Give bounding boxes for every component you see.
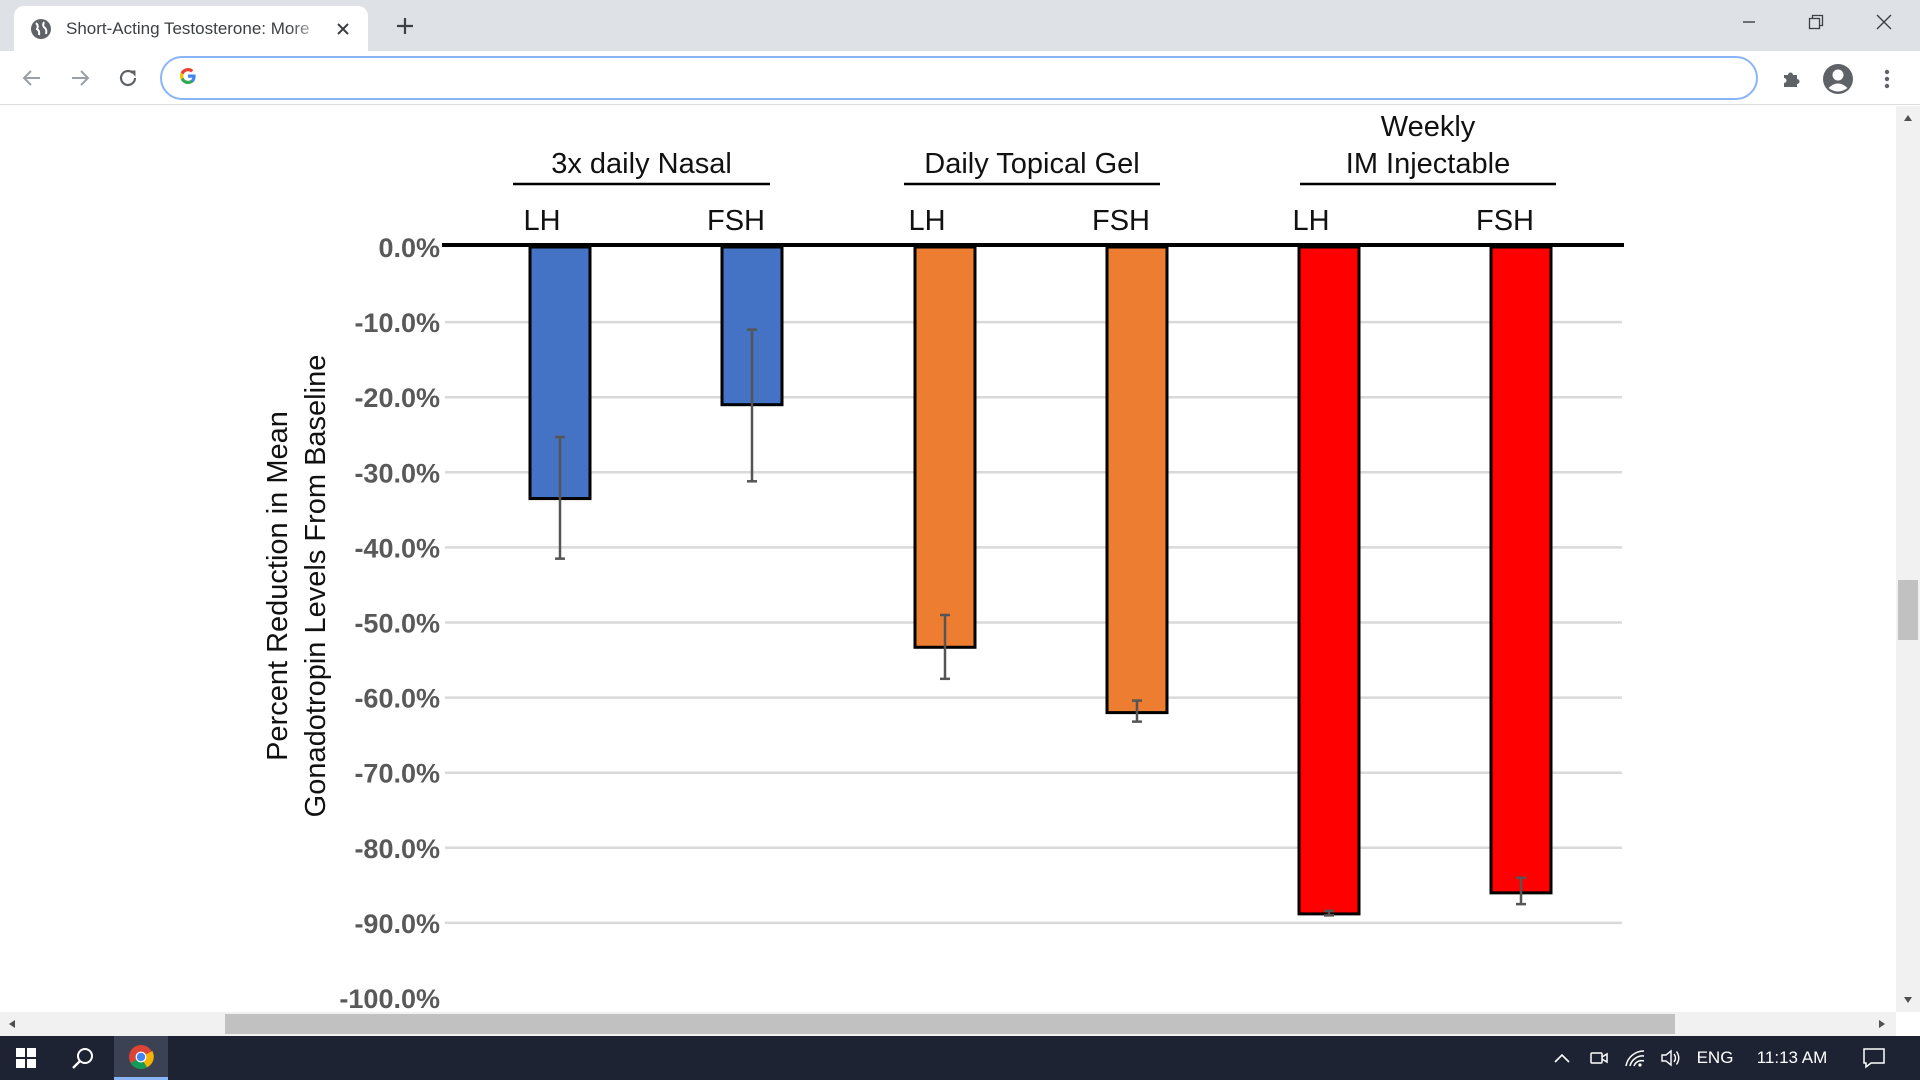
chart-labels: 0.0% -10.0% -20.0% -30.0% -40.0% -50.0% -60.0%… <box>262 111 1556 1012</box>
clock[interactable]: 11:13 AM <box>1756 1048 1828 1067</box>
group-label: IM Injectable <box>1346 148 1510 180</box>
tab-strip: Short-Acting Testosterone: More <box>0 0 1920 51</box>
scroll-left-icon[interactable] <box>2 1014 22 1034</box>
scroll-right-icon[interactable] <box>1872 1014 1892 1034</box>
group-label: Daily Topical Gel <box>924 148 1139 180</box>
y-tick-label: -60.0% <box>354 684 440 714</box>
y-tick-label: -100.0% <box>339 984 440 1012</box>
close-window-icon[interactable] <box>1851 0 1917 44</box>
volume-icon[interactable] <box>1656 1036 1686 1080</box>
y-tick-label: -90.0% <box>354 909 440 939</box>
chrome-taskbar-icon[interactable] <box>114 1036 168 1080</box>
new-tab-icon[interactable] <box>390 11 420 41</box>
category-label: LH <box>1292 205 1329 237</box>
error-bars <box>555 328 1526 917</box>
extensions-icon[interactable] <box>1774 62 1808 96</box>
vertical-scroll-thumb[interactable] <box>1898 580 1918 640</box>
close-tab-icon[interactable] <box>332 18 354 40</box>
category-label: LH <box>908 205 945 237</box>
restore-icon[interactable] <box>1783 0 1849 44</box>
windows-start-icon[interactable] <box>0 1036 52 1080</box>
horizontal-scroll-thumb[interactable] <box>225 1014 1675 1034</box>
group-label: Weekly <box>1381 111 1476 143</box>
bar <box>913 245 977 649</box>
wifi-icon[interactable] <box>1620 1036 1650 1080</box>
y-tick-label: -70.0% <box>354 759 440 789</box>
y-axis-title-line2: Gonadotropin Levels From Baseline <box>300 355 332 818</box>
group-label: 3x daily Nasal <box>551 148 732 180</box>
y-tick-label: -10.0% <box>354 308 440 338</box>
category-label: FSH <box>707 205 765 237</box>
reload-icon[interactable] <box>112 62 144 94</box>
search-icon[interactable] <box>58 1036 108 1080</box>
address-input[interactable] <box>208 60 1756 96</box>
category-label: LH <box>523 205 560 237</box>
language-indicator[interactable]: ENG <box>1696 1048 1734 1067</box>
forward-arrow-icon[interactable] <box>64 62 96 94</box>
meet-now-icon[interactable] <box>1584 1036 1614 1080</box>
chevron-up-icon[interactable] <box>1548 1036 1576 1080</box>
scroll-up-icon[interactable] <box>1898 108 1918 128</box>
notification-icon[interactable] <box>1852 1036 1896 1080</box>
y-tick-label: -80.0% <box>354 834 440 864</box>
bars <box>528 245 1553 916</box>
tab-title: Short-Acting Testosterone: More <box>66 18 310 38</box>
vertical-scrollbar[interactable] <box>1896 106 1920 1012</box>
y-tick-label: -20.0% <box>354 383 440 413</box>
y-tick-label: 0.0% <box>378 233 440 263</box>
bar-chart: 0.0% -10.0% -20.0% -30.0% -40.0% -50.0% -60.0%… <box>262 111 1624 1012</box>
bar <box>1489 245 1553 895</box>
y-tick-label: -50.0% <box>354 609 440 639</box>
category-label: FSH <box>1476 205 1534 237</box>
windows-taskbar: ENG 11:13 AM <box>0 1036 1920 1080</box>
scroll-down-icon[interactable] <box>1898 990 1918 1010</box>
globe-icon <box>30 18 52 40</box>
google-icon <box>178 66 198 91</box>
category-label: FSH <box>1092 205 1150 237</box>
active-tab[interactable]: Short-Acting Testosterone: More <box>14 6 368 51</box>
y-tick-label: -30.0% <box>354 458 440 488</box>
back-arrow-icon[interactable] <box>16 62 48 94</box>
y-tick-label: -40.0% <box>354 533 440 563</box>
browser-toolbar <box>0 51 1920 105</box>
y-axis-title-line1: Percent Reduction in Mean <box>262 411 294 761</box>
menu-dots-icon[interactable] <box>1870 62 1904 96</box>
gridlines <box>445 320 1622 925</box>
bar <box>1105 245 1169 715</box>
address-bar[interactable] <box>160 56 1758 100</box>
page-viewport: 0.0% -10.0% -20.0% -30.0% -40.0% -50.0% -60.0%… <box>0 106 1920 1036</box>
bar <box>1297 245 1361 916</box>
minimize-icon[interactable] <box>1716 0 1782 44</box>
profile-icon[interactable] <box>1821 62 1855 96</box>
